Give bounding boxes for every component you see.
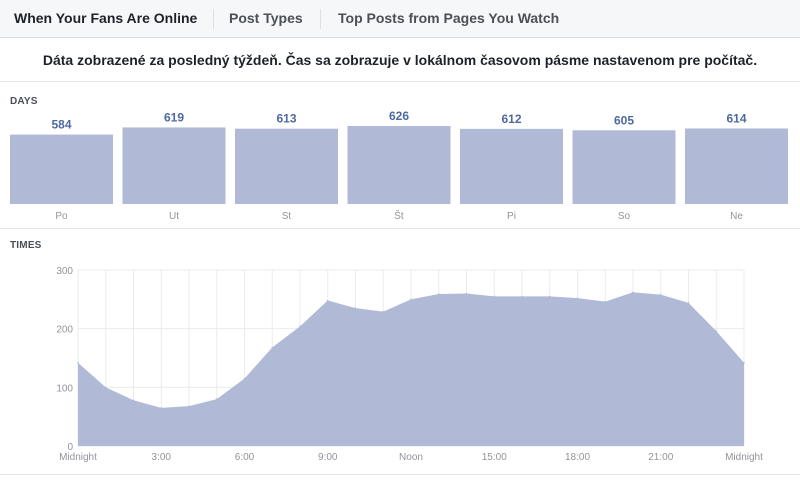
x-tick-label: Midnight [59, 452, 97, 463]
day-category-label: Št [394, 209, 404, 222]
times-data-point [77, 361, 79, 364]
tab-post-types[interactable]: Post Types [229, 10, 303, 26]
times-data-point [354, 307, 357, 309]
tab-top-posts-pages-you-watch[interactable]: Top Posts from Pages You Watch [338, 10, 560, 26]
x-tick-label: 21:00 [648, 452, 673, 463]
tab-bar: When Your Fans Are Online Post Types Top… [0, 0, 800, 38]
day-category-label: Ut [169, 211, 179, 222]
times-area-chart: 0 100 200 300 Midnight 3:00 6:00 9:00 Noon 15:00 1… [56, 266, 763, 463]
y-tick-label: 300 [56, 266, 73, 277]
day-value-label: 612 [501, 112, 521, 126]
y-tick-label: 0 [67, 442, 73, 453]
day-category-label: Pi [507, 211, 516, 222]
day-bar [460, 128, 563, 204]
x-tick-label: 3:00 [152, 452, 172, 463]
times-data-point [632, 291, 634, 294]
times-data-point [548, 295, 551, 298]
day-bar [572, 130, 676, 204]
tab-separator [320, 9, 321, 29]
days-section-label: DAYS [10, 96, 38, 107]
times-data-point [659, 293, 662, 296]
times-data-point [437, 293, 440, 295]
times-data-point [410, 298, 412, 301]
date-range-info: Dáta zobrazené za posledný týždeň. Čas s… [0, 38, 800, 82]
times-area-series [78, 292, 744, 446]
times-data-point [243, 377, 246, 380]
times-data-point [715, 330, 718, 332]
x-tick-label: 9:00 [318, 452, 338, 463]
days-bar-chart: 584 Po 619 Ut 613 St 626 Št 612 Pi 605 So 614 Ne [10, 109, 788, 222]
day-category-label: Po [55, 211, 68, 222]
times-data-point [215, 398, 218, 400]
times-data-point [160, 407, 163, 409]
times-data-point [465, 292, 468, 295]
times-data-point [604, 300, 607, 303]
times-data-point [576, 297, 579, 299]
times-data-point [188, 405, 190, 407]
x-tick-label: 6:00 [235, 452, 255, 463]
times-data-point [104, 386, 107, 389]
day-bar [347, 126, 451, 204]
x-tick-label: Noon [399, 452, 423, 463]
day-category-label: Ne [730, 211, 743, 222]
day-category-label: So [618, 211, 631, 222]
day-bar [122, 127, 226, 204]
day-bar [685, 128, 788, 204]
y-tick-label: 200 [56, 325, 73, 336]
day-bar [10, 134, 113, 204]
times-data-point [326, 299, 329, 302]
day-value-label: 614 [726, 111, 746, 125]
x-tick-label: Midnight [725, 452, 763, 463]
times-data-point [299, 325, 301, 328]
times-section-label: TIMES [10, 240, 42, 251]
day-value-label: 619 [164, 110, 184, 124]
times-data-point [271, 346, 274, 349]
day-bar [235, 128, 338, 204]
bottom-divider [0, 474, 800, 475]
times-data-point [687, 302, 690, 304]
section-divider [0, 228, 800, 229]
day-category-label: St [282, 211, 292, 222]
times-data-point [743, 361, 745, 364]
x-tick-label: 18:00 [565, 452, 590, 463]
day-value-label: 584 [51, 118, 71, 132]
day-value-label: 626 [389, 109, 409, 123]
day-value-label: 613 [276, 112, 296, 126]
times-data-point [493, 295, 496, 298]
day-value-label: 605 [614, 113, 634, 127]
tab-when-fans-online[interactable]: When Your Fans Are Online [14, 10, 198, 26]
tab-separator [213, 9, 214, 29]
times-data-point [382, 310, 385, 313]
times-data-point [521, 295, 523, 298]
y-tick-label: 100 [56, 383, 73, 394]
x-tick-label: 15:00 [482, 452, 507, 463]
times-data-point [132, 399, 135, 402]
